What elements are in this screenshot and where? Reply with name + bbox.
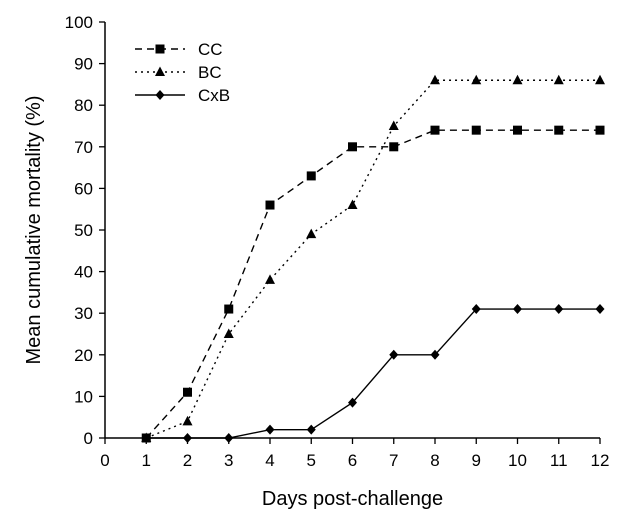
x-axis-ticks: 0 1 2 3 4 5 6 7 8 9 10 11 12 xyxy=(100,438,609,470)
y-axis-title: Mean cumulative mortality (%) xyxy=(23,96,45,365)
data-point-bc xyxy=(347,199,358,210)
x-tick-label: 0 xyxy=(100,451,109,470)
data-point-cc xyxy=(595,125,605,135)
data-point-bc xyxy=(182,415,193,426)
x-tick-label: 5 xyxy=(307,451,316,470)
data-point-cc xyxy=(348,142,357,152)
data-point-cxb xyxy=(348,397,357,408)
data-point-cc xyxy=(471,125,481,135)
legend-item-bc: BC xyxy=(135,63,222,82)
series-line-cc xyxy=(145,129,600,439)
data-point-cc xyxy=(389,142,399,152)
y-axis-ticks: 0 10 20 30 40 50 60 70 80 90 100 xyxy=(65,13,105,448)
data-point-cxb xyxy=(389,349,399,360)
series-cc xyxy=(141,125,605,443)
data-point-bc xyxy=(265,274,275,284)
data-point-cc xyxy=(554,125,564,135)
data-point-cxb xyxy=(183,433,192,443)
data-point-bc xyxy=(388,120,399,130)
data-point-cxb xyxy=(306,424,316,435)
y-tick-label: 40 xyxy=(74,263,93,282)
x-tick-label: 10 xyxy=(508,451,527,470)
y-tick-label: 0 xyxy=(84,429,93,448)
legend-marker-cxb xyxy=(155,90,165,100)
y-tick-label: 10 xyxy=(74,387,93,406)
x-tick-label: 3 xyxy=(224,451,233,470)
x-tick-label: 8 xyxy=(430,451,439,470)
x-tick-label: 6 xyxy=(348,451,357,470)
data-point-cxb xyxy=(265,424,275,435)
data-point-bc xyxy=(553,74,564,85)
data-point-cxb xyxy=(471,304,481,315)
y-tick-label: 80 xyxy=(74,96,93,115)
y-tick-label: 70 xyxy=(74,138,93,157)
x-axis-title: Days post-challenge xyxy=(262,488,443,510)
x-tick-label: 11 xyxy=(550,451,568,470)
data-point-cxb xyxy=(224,433,234,443)
data-point-bc xyxy=(471,74,482,85)
x-tick-label: 7 xyxy=(389,451,398,470)
data-point-cxb xyxy=(430,349,440,360)
data-point-cxb xyxy=(595,304,605,315)
legend-label-cxb: CxB xyxy=(198,86,230,105)
series-line-cxb xyxy=(146,308,600,439)
x-tick-label: 4 xyxy=(265,451,274,470)
x-tick-label: 2 xyxy=(183,451,192,470)
legend-item-cxb: CxB xyxy=(135,86,230,105)
data-point-bc xyxy=(512,74,523,85)
data-point-bc xyxy=(223,328,234,338)
legend-marker-cc xyxy=(155,44,165,54)
axes xyxy=(104,22,600,439)
legend-item-cc: CC xyxy=(135,40,223,59)
data-point-bc xyxy=(595,74,605,85)
legend-marker-bc xyxy=(155,66,165,76)
data-point-bc xyxy=(430,74,440,85)
data-point-cc xyxy=(224,304,234,314)
data-point-cxb xyxy=(554,304,564,315)
series-layer xyxy=(141,74,605,443)
y-tick-label: 90 xyxy=(74,55,93,74)
data-point-bc xyxy=(306,228,317,239)
y-tick-label: 60 xyxy=(74,179,93,198)
data-point-cc xyxy=(183,387,192,397)
legend-label-cc: CC xyxy=(198,40,223,59)
data-point-cc xyxy=(430,125,440,135)
series-line-bc xyxy=(145,79,600,439)
x-tick-label: 9 xyxy=(472,451,481,470)
data-point-cxb xyxy=(513,304,522,315)
series-cxb xyxy=(141,304,605,443)
legend: CC BC CxB xyxy=(135,40,230,105)
y-tick-label: 30 xyxy=(74,304,93,323)
y-tick-label: 50 xyxy=(74,221,93,240)
y-tick-label: 100 xyxy=(65,13,93,32)
x-tick-label: 1 xyxy=(142,451,151,470)
data-point-cxb xyxy=(141,433,151,443)
x-tick-label: 12 xyxy=(591,451,610,470)
data-point-cc xyxy=(513,125,522,135)
data-point-cc xyxy=(306,171,316,181)
data-point-cc xyxy=(265,200,275,210)
legend-label-bc: BC xyxy=(198,63,222,82)
y-tick-label: 20 xyxy=(74,346,93,365)
